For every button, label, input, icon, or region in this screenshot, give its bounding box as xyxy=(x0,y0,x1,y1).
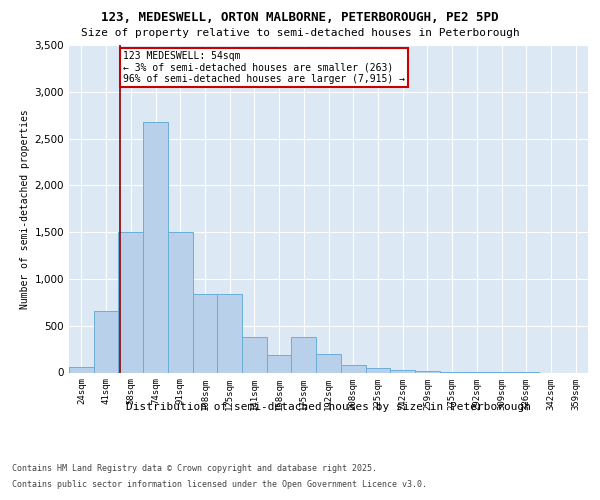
Text: Contains public sector information licensed under the Open Government Licence v3: Contains public sector information licen… xyxy=(12,480,427,489)
Bar xyxy=(390,370,415,372)
Text: 123 MEDESWELL: 54sqm
← 3% of semi-detached houses are smaller (263)
96% of semi-: 123 MEDESWELL: 54sqm ← 3% of semi-detach… xyxy=(124,50,406,84)
Bar xyxy=(341,365,365,372)
Text: Contains HM Land Registry data © Crown copyright and database right 2025.: Contains HM Land Registry data © Crown c… xyxy=(12,464,377,473)
Bar xyxy=(69,367,94,372)
Bar xyxy=(316,354,341,372)
Bar xyxy=(217,294,242,372)
Bar xyxy=(143,122,168,372)
Text: 123, MEDESWELL, ORTON MALBORNE, PETERBOROUGH, PE2 5PD: 123, MEDESWELL, ORTON MALBORNE, PETERBOR… xyxy=(101,11,499,24)
Bar xyxy=(267,354,292,372)
Bar xyxy=(118,232,143,372)
Bar xyxy=(415,371,440,372)
Bar xyxy=(242,338,267,372)
Bar xyxy=(168,232,193,372)
Text: Distribution of semi-detached houses by size in Peterborough: Distribution of semi-detached houses by … xyxy=(127,402,532,412)
Bar xyxy=(94,310,118,372)
Y-axis label: Number of semi-detached properties: Number of semi-detached properties xyxy=(20,109,31,308)
Text: Size of property relative to semi-detached houses in Peterborough: Size of property relative to semi-detach… xyxy=(80,28,520,38)
Bar xyxy=(292,338,316,372)
Bar xyxy=(193,294,217,372)
Bar xyxy=(365,368,390,372)
